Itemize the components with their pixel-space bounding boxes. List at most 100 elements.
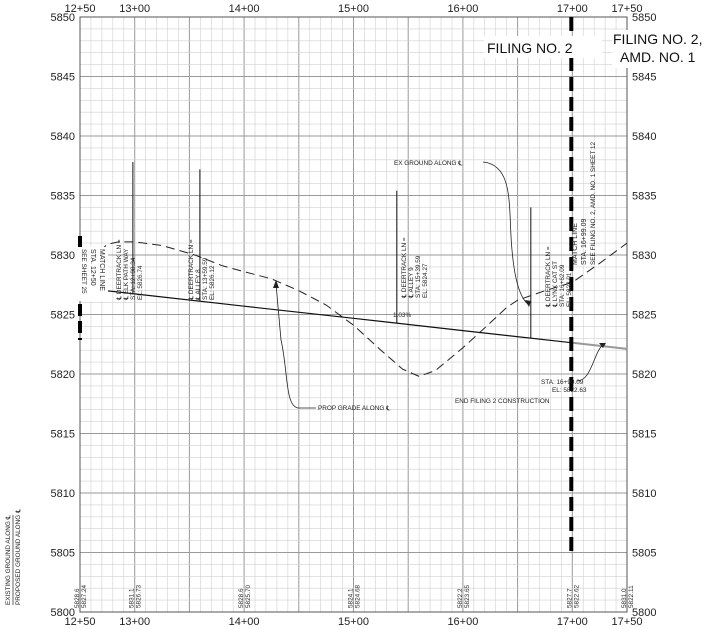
existing-elevation-value: 5828.6	[238, 588, 245, 608]
proposed-elevation-value: 5824.68	[355, 584, 362, 608]
end-note-line2: EL: 5822.63	[552, 387, 587, 394]
alley8-line3: STA: 13+59.59	[202, 257, 209, 300]
elevation-tick-label-left: 5850	[51, 12, 75, 24]
station-tick-label-bottom: 14+00	[229, 616, 260, 628]
elk-path-line4: EL: 5826.74	[137, 265, 144, 300]
proposed-elevation-value: 5822.62	[573, 584, 580, 608]
elevation-labels-right: 5850 5845 5840 5835 5830 5825 5820 5815 5810 5805…	[632, 12, 656, 619]
existing-elevation-value: 5831.0	[621, 588, 628, 608]
filing-left-label: FILING NO. 2	[487, 40, 573, 56]
elevation-tick-label-right: 5825	[632, 310, 656, 322]
station-tick-label-top: 17+00	[557, 3, 588, 15]
prop-grade-arrow	[273, 280, 279, 288]
proposed-grade-line	[79, 287, 572, 344]
lynx-line2: ℄ LYNX CAT ST	[552, 261, 559, 308]
elevation-tick-label-left: 5820	[51, 369, 75, 381]
elevation-tick-label-left: 5825	[51, 310, 75, 322]
station-labels-bottom: 12+50 13+00 14+00 15+00 16+00 17+00 17+50	[65, 616, 643, 628]
proposed-elevation-value: 5822.11	[628, 585, 635, 608]
end-note-line3: END FILING 2 CONSTRUCTION	[455, 398, 550, 405]
proposed-ground-axis-title: PROPOSED GROUND ALONG ℄	[15, 509, 22, 605]
elevation-tick-label-left: 5835	[51, 191, 75, 203]
elevation-tick-label-right: 5845	[632, 72, 656, 84]
match-line-right-2: STA. 16+99.09	[581, 219, 588, 265]
elevation-tick-label-left: 5815	[51, 429, 75, 441]
existing-elevation-value: 5827.7	[566, 588, 573, 608]
elevation-tick-label-right: 5840	[632, 131, 656, 143]
alley8-line4: EL: 5826.12	[209, 265, 216, 300]
ex-ground-arrow	[525, 300, 531, 307]
prop-grade-leader	[275, 283, 316, 409]
proposed-elevation-value: 5825.70	[245, 584, 252, 608]
left-axis-titles: EXISTING GROUND ALONG ℄ PROPOSED GROUND …	[5, 509, 22, 605]
bottom-elevation-pair: 5828.6 5825.70	[238, 584, 252, 608]
elevation-tick-label-left: 5830	[51, 250, 75, 262]
station-tick-label-bottom: 17+00	[557, 616, 588, 628]
station-tick-label-top: 13+00	[119, 3, 150, 15]
intersection-elk-path-label: ℄ DEERTRACK LN = ℄ ELK PATH WAY STA: 12+…	[116, 239, 144, 301]
match-line-left-3: SEE SHEET 25	[80, 249, 87, 294]
elevation-tick-label-left: 5805	[51, 548, 75, 560]
alley9-line4: EL: 5824.27	[422, 263, 429, 298]
match-line-right-3: SEE FILING NO. 2, AMD. NO. 1 SHEET 12	[590, 141, 597, 265]
proposed-elevation-value: 5826.73	[136, 584, 143, 608]
filing-right-label-2: AMD. NO. 1	[620, 49, 696, 65]
elevation-tick-label-right: 5820	[632, 369, 656, 381]
station-tick-label-top: 12+50	[65, 3, 96, 15]
bottom-elevation-pair: 5831.1 5826.73	[129, 584, 143, 608]
alley9-line3: STA: 15+39.59	[415, 255, 422, 298]
station-tick-label-top: 16+00	[447, 3, 478, 15]
proposed-grade-tail	[571, 341, 628, 350]
lynx-line4: EL: 5823.01	[566, 272, 573, 307]
bottom-elevation-pair: 5827.7 5822.62	[566, 584, 580, 608]
match-line-left-2: STA. 12+50	[89, 249, 96, 286]
alley8-line2: ℄ ALLEY 8	[195, 269, 202, 301]
filing-left-backdrop	[484, 36, 602, 58]
filing-right-label-1: FILING NO. 2,	[613, 31, 702, 47]
intersection-alley9-label: ℄ DEERTRACK LN = ℄ ALLEY 9 STA: 15+39.59…	[401, 237, 429, 299]
station-tick-label-top: 17+50	[612, 3, 643, 15]
match-line-right-1: MATCH LINE	[572, 223, 579, 265]
match-line-left-1: MATCH LINE	[98, 249, 105, 291]
bottom-elevation-pair: 5828.6 5827.24	[74, 584, 88, 608]
intersection-alley8-label: ℄ DEERTRACK LN = ℄ ALLEY 8 STA: 13+59.59…	[188, 239, 216, 301]
existing-elevation-value: 5822.2	[457, 588, 464, 608]
lynx-line3: STA: 16+62.09	[559, 264, 566, 307]
alley8-line1: ℄ DEERTRACK LN =	[188, 239, 195, 301]
intersection-lynx-label: ℄ DEERTRACK LN = ℄ LYNX CAT ST STA: 16+6…	[545, 246, 573, 308]
station-tick-label-top: 14+00	[229, 3, 260, 15]
alley9-line1: ℄ DEERTRACK LN =	[401, 237, 408, 299]
elk-path-line1: ℄ DEERTRACK LN =	[116, 239, 123, 301]
elevation-tick-label-right: 5835	[632, 191, 656, 203]
station-labels-top: 12+50 13+00 14+00 15+00 16+00 17+00 17+50	[65, 3, 643, 15]
bottom-elevations: 5828.6 5827.24 5831.1 5826.73 5828.6 5825.70 5…	[74, 584, 635, 608]
bottom-elevation-pair: 5831.0 5822.11	[621, 585, 635, 608]
station-tick-label-bottom: 16+00	[447, 616, 478, 628]
station-tick-label-bottom: 15+00	[338, 616, 369, 628]
existing-elevation-value: 5831.1	[129, 588, 136, 608]
elk-path-line2: ℄ ELK PATH WAY	[123, 248, 130, 301]
grade-label: 1.03%	[393, 312, 411, 319]
existing-ground-axis-title: EXISTING GROUND ALONG ℄	[5, 515, 12, 605]
station-tick-label-bottom: 17+50	[612, 616, 643, 628]
bottom-elevation-pair: 5822.2 5823.65	[457, 584, 471, 608]
proposed-elevation-value: 5823.65	[464, 584, 471, 608]
match-line-left-backdrop	[78, 247, 108, 301]
bottom-elevation-pair: 5824.1 5824.68	[348, 584, 362, 608]
elevation-tick-label-left: 5845	[51, 72, 75, 84]
station-tick-label-bottom: 13+00	[119, 616, 150, 628]
elevation-tick-label-left: 5810	[51, 488, 75, 500]
match-line-right-text: MATCH LINE STA. 16+99.09 SEE FILING NO. …	[572, 141, 597, 265]
lynx-line1: ℄ DEERTRACK LN =	[545, 246, 552, 308]
end-note-arrow	[599, 343, 606, 348]
elevation-tick-label-left: 5840	[51, 131, 75, 143]
existing-elevation-value: 5828.6	[74, 588, 81, 608]
prop-grade-label: PROP GRADE ALONG ℄	[318, 405, 390, 412]
elevation-tick-label-right: 5830	[632, 250, 656, 262]
elevation-tick-label-right: 5810	[632, 488, 656, 500]
station-tick-label-top: 15+00	[338, 3, 369, 15]
match-line-left-text: MATCH LINE STA. 12+50 SEE SHEET 25	[78, 247, 108, 301]
ex-ground-leader	[482, 161, 530, 306]
filing-right-backdrop	[612, 30, 712, 68]
